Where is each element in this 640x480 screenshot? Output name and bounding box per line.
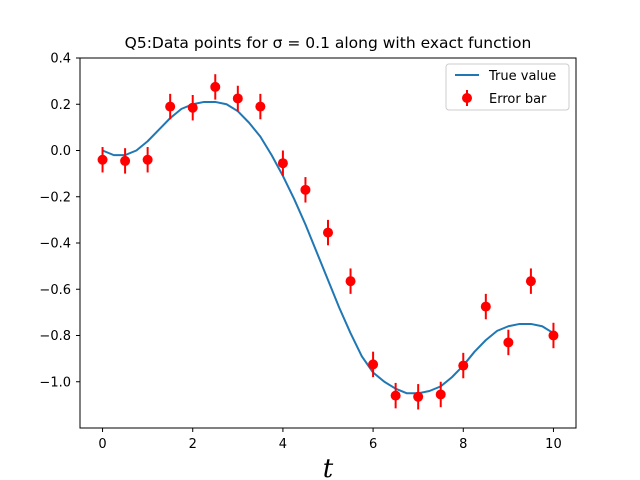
chart-title: Q5:Data points for σ = 0.1 along with ex…	[125, 34, 532, 52]
y-tick-label: 0.0	[50, 144, 71, 159]
x-tick-label: 6	[369, 437, 377, 452]
x-tick-label: 2	[189, 437, 197, 452]
x-axis-label: t	[323, 454, 334, 480]
x-tick-label: 4	[279, 437, 287, 452]
data-point	[142, 154, 153, 165]
data-point	[255, 101, 266, 112]
data-point	[232, 93, 243, 104]
data-point	[323, 227, 333, 238]
data-point	[525, 276, 536, 287]
y-tick-label: −0.2	[39, 190, 71, 205]
legend-label-error-bar: Error bar	[489, 92, 547, 107]
data-point	[165, 101, 176, 112]
y-tick-label: 0.4	[50, 52, 71, 67]
y-tick-label: −0.6	[39, 283, 71, 298]
data-point	[435, 389, 446, 400]
y-tick-label: −0.8	[39, 329, 71, 344]
data-point	[390, 390, 401, 401]
true-value-line	[102, 100, 554, 395]
data-point	[345, 276, 356, 287]
data-point	[413, 391, 424, 402]
legend-label-true-value: True value	[488, 69, 556, 84]
plot-area	[97, 74, 559, 410]
x-axis: 0 2 4 6 8 10	[98, 428, 562, 452]
data-point	[277, 158, 288, 169]
data-point	[97, 154, 108, 165]
y-tick-label: 0.2	[50, 98, 71, 113]
y-tick-label: −1.0	[39, 375, 71, 390]
legend: True value Error bar	[445, 63, 570, 111]
x-tick-label: 10	[545, 437, 562, 452]
data-point	[458, 360, 469, 371]
legend-marker-swatch	[462, 93, 472, 103]
data-point	[187, 102, 198, 113]
data-point	[368, 359, 379, 370]
data-point	[210, 81, 221, 92]
data-point	[503, 337, 514, 348]
data-point	[300, 184, 311, 195]
x-tick-label: 8	[459, 437, 467, 452]
y-axis: 0.4 0.2 0.0 −0.2 −0.4 −0.6 −0.8 −1.0	[39, 52, 80, 390]
y-tick-label: −0.4	[39, 237, 71, 252]
data-point	[548, 330, 559, 341]
data-point	[120, 155, 131, 166]
x-tick-label: 0	[98, 437, 106, 452]
data-point	[480, 301, 491, 312]
